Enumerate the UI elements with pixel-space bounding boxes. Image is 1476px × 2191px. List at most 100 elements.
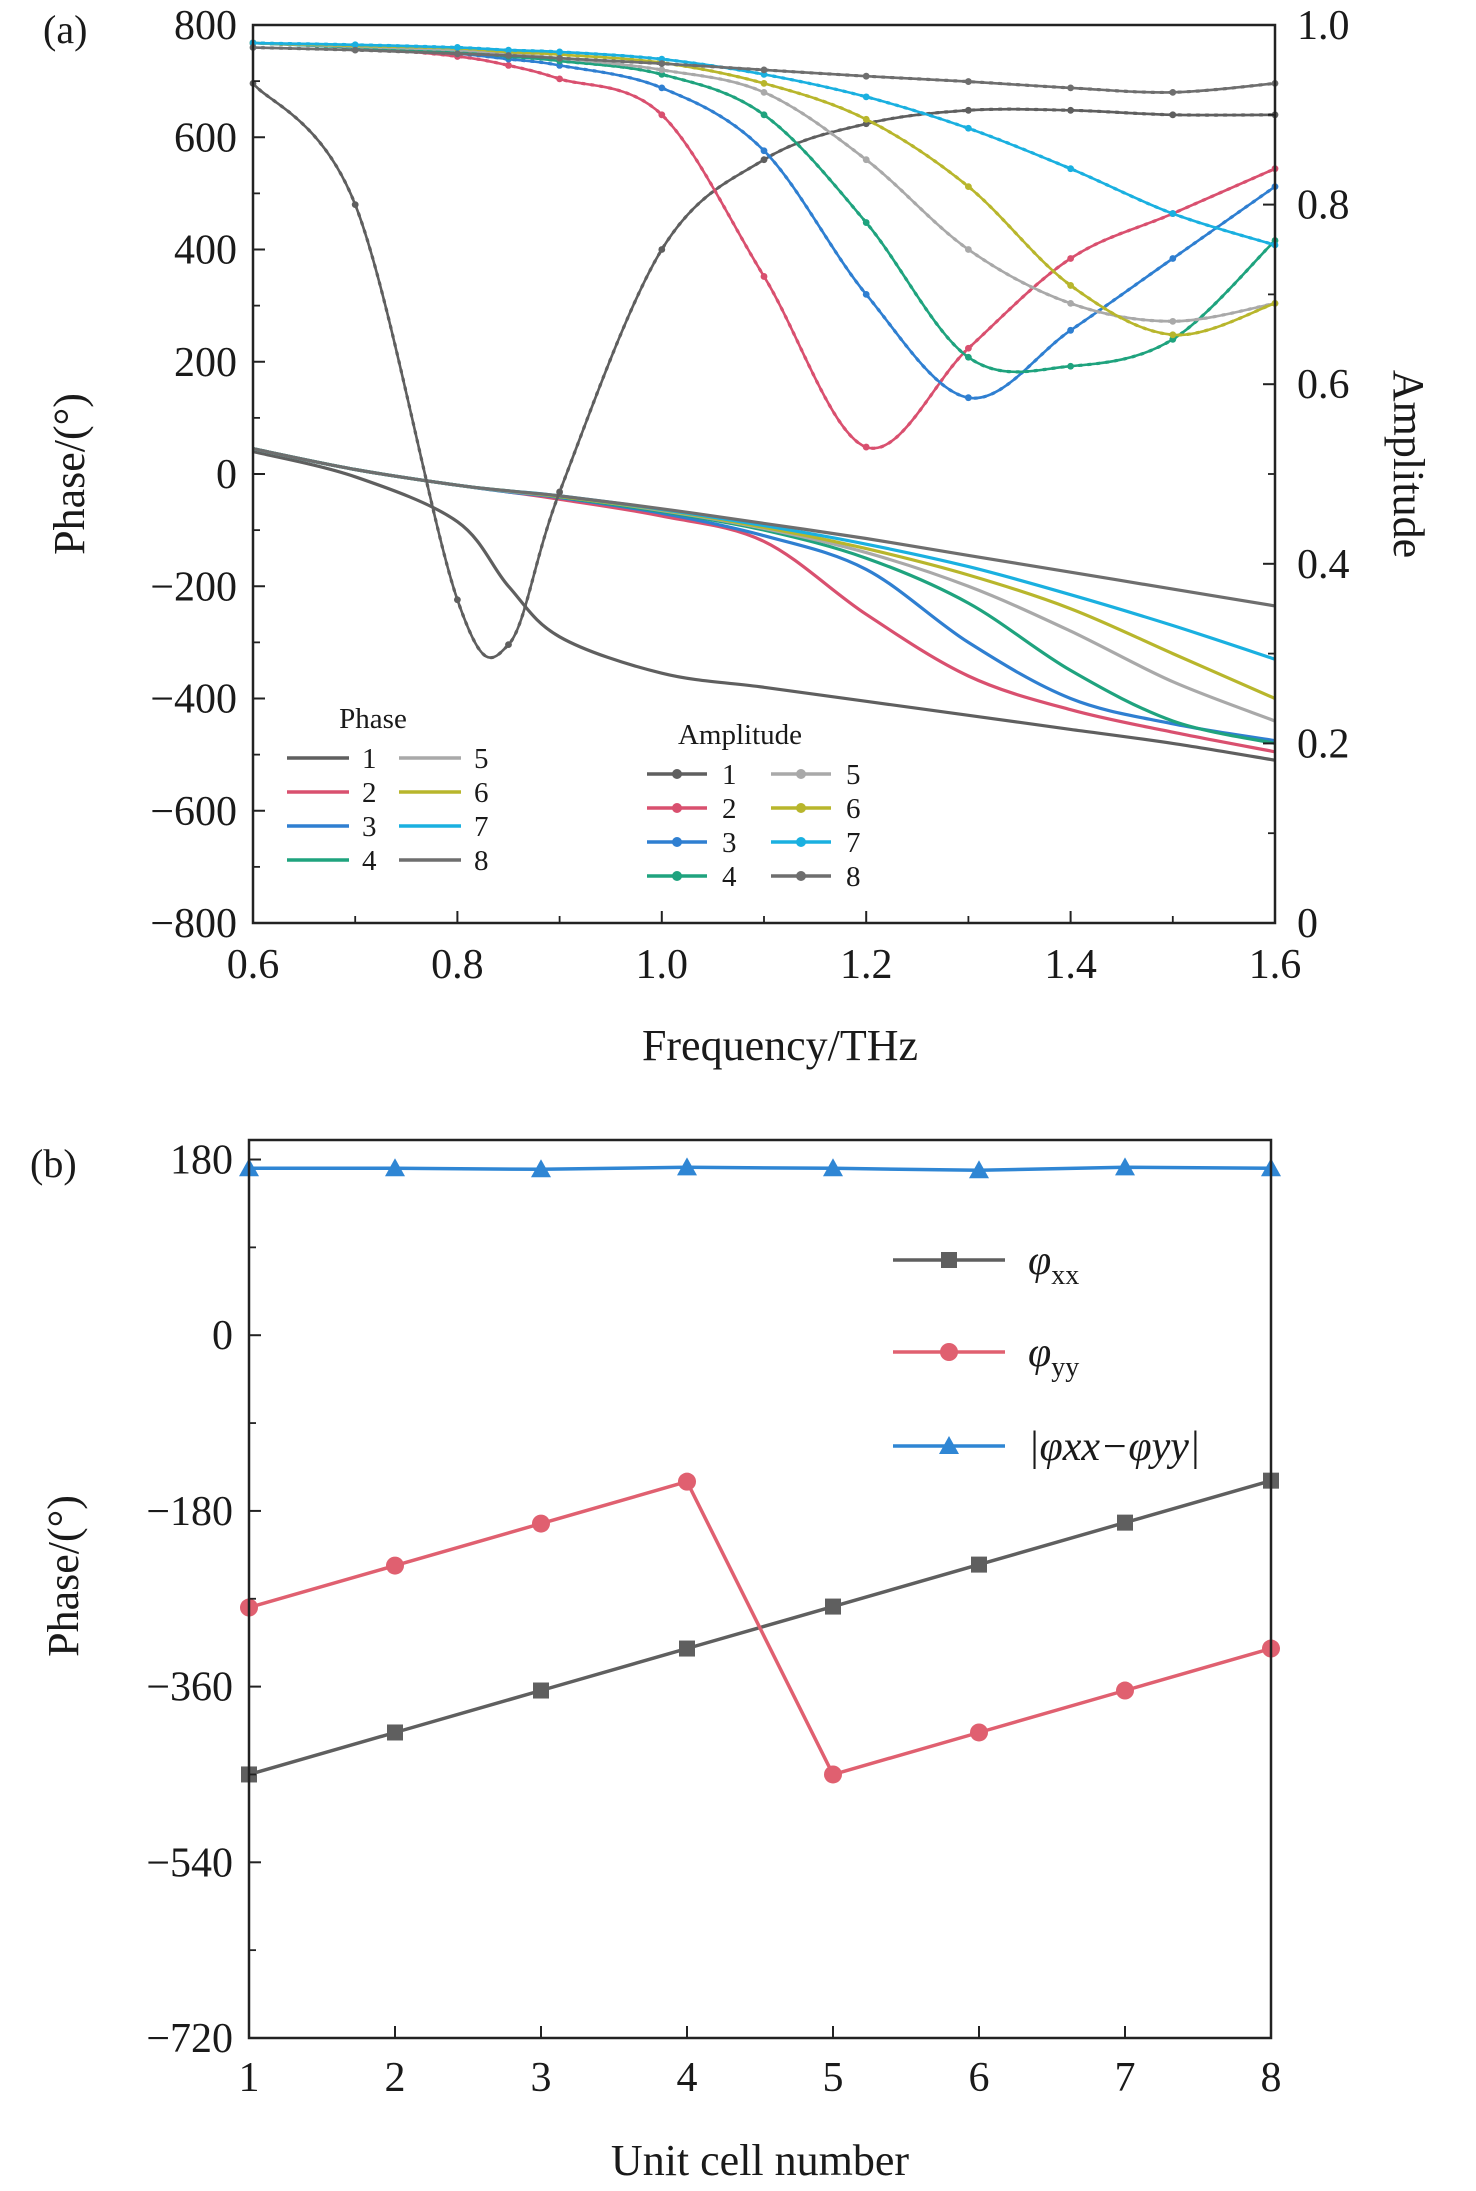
amplitude-series-5-point <box>658 66 666 74</box>
amplitude-legend-label: 8 <box>846 861 861 893</box>
panel-b-x-tick-label: 5 <box>823 2055 844 2101</box>
panel-a-y-axis-label: Phase/(°) <box>45 393 94 555</box>
phase-series-6-line <box>252 447 1276 700</box>
panel-a-plot-area <box>249 39 1279 762</box>
panel-a-y-tick-label: 400 <box>174 228 237 274</box>
series-2-marker <box>677 1157 697 1176</box>
amplitude-series-4-point <box>760 111 768 119</box>
amplitude-series-6-point <box>1169 331 1177 339</box>
series-1-marker <box>970 1723 988 1742</box>
series-2-marker <box>1115 1157 1135 1176</box>
panel-b-x-tick-label: 2 <box>385 2055 406 2101</box>
amplitude-series-1-point <box>351 201 359 209</box>
amplitude-series-1-point <box>1067 106 1074 114</box>
amplitude-series-8-point <box>556 54 563 62</box>
panel-b-x-tick-label: 1 <box>239 2055 260 2101</box>
amplitude-legend-label: 2 <box>722 793 737 825</box>
panel-b-x-tick-label: 6 <box>969 2055 990 2101</box>
amplitude-series-7-point <box>1169 210 1177 217</box>
amplitude-series-8-curve <box>252 46 1276 94</box>
amplitude-series-6-point <box>862 115 870 123</box>
amplitude-series-7-curve <box>252 41 1276 247</box>
amplitude-series-1-point <box>505 641 512 649</box>
amplitude-legend-label: 3 <box>722 827 737 859</box>
amplitude-series-8-point <box>965 78 972 85</box>
panel-b-legend-marker-1 <box>940 1343 958 1361</box>
amplitude-series-6-curve <box>252 41 1276 337</box>
amplitude-series-6-point <box>760 79 768 87</box>
amplitude-series-3-point <box>965 394 972 402</box>
amplitude-series-8-point <box>760 66 768 74</box>
amplitude-series-5-curve <box>252 41 1276 323</box>
phase-series-8-line <box>252 447 1276 608</box>
panel-a-y-tick-label: 200 <box>174 340 237 386</box>
amplitude-legend-marker-1 <box>672 769 682 779</box>
panel-a-y2-tick-label: 0.2 <box>1297 721 1350 767</box>
amplitude-series-3-point <box>862 291 870 298</box>
phase-legend-label: 1 <box>362 743 377 775</box>
series-1-marker <box>386 1556 404 1575</box>
series-1-marker <box>532 1514 550 1533</box>
amplitude-legend-marker-4 <box>672 871 682 881</box>
panel-a-x-tick-label: 0.6 <box>227 942 280 988</box>
phase-series-1-line <box>252 449 1276 762</box>
amplitude-series-3-curve <box>252 41 1276 400</box>
amplitude-series-1-point <box>556 488 563 496</box>
amplitude-series-1-point <box>1169 111 1177 119</box>
phase-series-4-line <box>252 447 1276 745</box>
panel-a-x-tick-label: 1.2 <box>840 942 893 988</box>
panel-a: (a) 0.6 0.8 1.0 1.2 1.4 1.6 800 600 400 200 0 −200… <box>43 3 1433 1070</box>
amplitude-legend-label: 6 <box>846 793 861 825</box>
amplitude-series-3-point <box>1067 326 1074 334</box>
amplitude-series-2-point <box>760 273 768 280</box>
amplitude-series-1-point <box>760 156 768 164</box>
panel-b-y-tick-label: −180 <box>146 1489 233 1535</box>
amplitude-series-1-point <box>658 246 666 253</box>
panel-b-y-tick-label: −360 <box>146 1665 233 1711</box>
panel-a-x-tick-label: 1.4 <box>1044 942 1097 988</box>
panel-a-x-ticks: 0.6 0.8 1.0 1.2 1.4 1.6 <box>227 911 1301 988</box>
panel-b-plot-area <box>239 1157 1281 1784</box>
panel-b-x-ticks: 1 2 3 4 5 6 7 8 <box>239 2026 1282 2101</box>
phase-legend-label: 2 <box>362 777 377 809</box>
phase-legend-label: 7 <box>474 811 489 843</box>
amplitude-series-6-line <box>251 41 1277 337</box>
panel-b-y-ticks: 180 0 −180 −360 −540 −720 <box>146 1138 261 2062</box>
amplitude-legend-marker-5 <box>796 769 806 779</box>
phase-legend-label: 4 <box>362 845 377 877</box>
amplitude-series-3-point <box>658 84 666 92</box>
panel-b-y-axis-label: Phase/(°) <box>39 1495 88 1657</box>
series-0-marker <box>1117 1514 1133 1531</box>
phase-legend-label: 5 <box>474 743 489 775</box>
panel-b-x-tick-label: 8 <box>1261 2055 1282 2101</box>
amplitude-series-4-point <box>965 353 972 361</box>
amplitude-series-7-point <box>454 44 461 51</box>
amplitude-series-8-point <box>351 46 359 54</box>
amplitude-series-6-point <box>965 183 972 191</box>
panel-a-y-tick-label: −200 <box>150 564 237 610</box>
amplitude-series-2-curve <box>252 41 1276 450</box>
series-1-marker <box>824 1765 842 1784</box>
amplitude-series-3-point <box>760 147 768 155</box>
series-2-marker <box>823 1158 843 1177</box>
series-2-line <box>249 1165 1272 1173</box>
panel-b-legend-label-2: |φxx−φyy| <box>1028 1424 1200 1470</box>
series-0-marker <box>679 1640 695 1657</box>
panel-a-x-tick-label: 1.0 <box>636 942 689 988</box>
panel-a-y-tick-label: 800 <box>174 3 237 49</box>
amplitude-series-8-point <box>505 52 512 59</box>
amplitude-series-5-point <box>862 156 870 164</box>
series-1-marker <box>678 1472 696 1491</box>
panel-b-y-tick-label: −540 <box>146 1840 233 1886</box>
panel-a-label: (a) <box>43 7 87 52</box>
panel-b-x-tick-label: 7 <box>1115 2055 1136 2101</box>
panel-a-x-axis-label: Frequency/THz <box>642 1021 918 1070</box>
amplitude-series-1-curve <box>252 82 1276 659</box>
amplitude-legend-title: Amplitude <box>678 719 802 751</box>
series-0-marker <box>533 1682 549 1699</box>
panel-b: (b) 1 2 3 4 5 6 7 8 180 0 −180 −360 −540 −720 Unit c… <box>30 1138 1282 2185</box>
series-2-marker <box>969 1160 989 1179</box>
panel-b-legend: φxx φyy |φxx−φyy| <box>893 1238 1200 1470</box>
